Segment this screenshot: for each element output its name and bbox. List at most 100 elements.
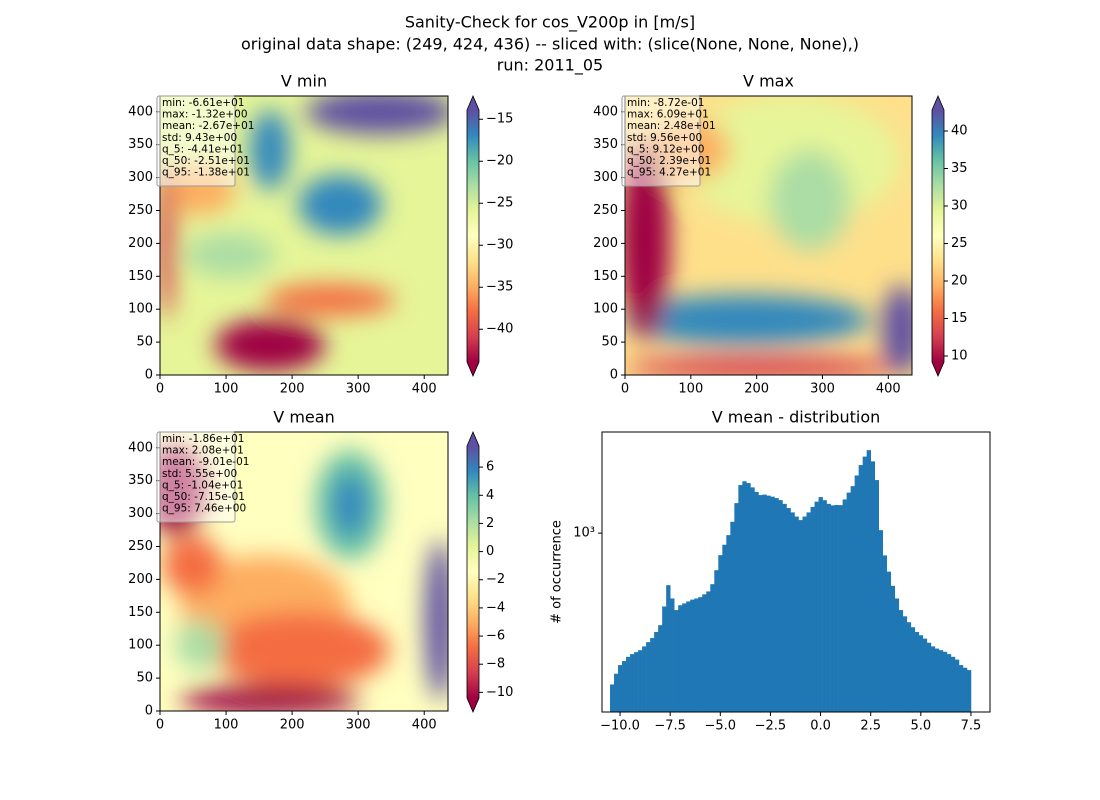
y-tick-label: 250 [128, 203, 153, 218]
stats-text: std: 9.43e+00 [162, 132, 237, 144]
y-tick-label: 100 [128, 638, 153, 653]
y-tick-label: 10³ [573, 526, 595, 541]
y-tick-label: 200 [593, 236, 618, 251]
histogram-bar [862, 456, 867, 712]
stats-text: q_50: 2.39e+01 [627, 155, 711, 167]
y-tick-label: 350 [128, 137, 153, 152]
histogram-bar [878, 530, 884, 712]
colorbar-tick-label: −10 [486, 685, 513, 700]
histogram-bar [870, 461, 876, 712]
histogram-bar [718, 555, 723, 712]
figure-title: original data shape: (249, 424, 436) -- … [241, 35, 859, 54]
y-tick-label: 0 [145, 368, 153, 383]
y-tick-label: 150 [128, 605, 153, 620]
y-tick-label: 300 [593, 170, 618, 185]
stats-text: q_5: -4.41e+01 [162, 143, 243, 155]
stats-text: std: 5.55e+00 [162, 468, 237, 480]
histogram-bar [850, 486, 855, 712]
stats-text: min: -1.86e+01 [162, 433, 244, 445]
colorbar [932, 110, 944, 362]
y-tick-label: 100 [128, 302, 153, 317]
colorbar-tick-label: −2 [486, 572, 505, 587]
stats-text: std: 9.56e+00 [627, 132, 702, 144]
histogram-bar [894, 598, 900, 712]
histogram-bar [710, 584, 715, 712]
x-tick-label: 200 [280, 718, 305, 733]
y-tick-label: 0 [145, 704, 153, 719]
histogram-bar [682, 603, 687, 712]
colorbar-tick-label: −40 [486, 322, 513, 337]
x-tick-label: −5.0 [705, 719, 737, 734]
histogram-bar [690, 599, 695, 712]
colorbar-tick-label: 0 [486, 544, 494, 559]
axes-title: V min [281, 72, 327, 91]
colorbar-tick-label: −30 [486, 238, 513, 253]
histogram-bar [858, 465, 863, 712]
histogram-bar [706, 591, 711, 712]
colorbar-tick-label: 4 [486, 488, 494, 503]
x-tick-label: 5.0 [910, 719, 931, 734]
colorbar-tick-label: −20 [486, 154, 513, 169]
histogram-bar [722, 544, 727, 712]
histogram-bar [786, 508, 791, 712]
y-tick-label: 50 [601, 335, 618, 350]
colorbar-tick-label: 10 [951, 349, 968, 364]
histogram-bar [754, 491, 759, 712]
x-tick-label: −10.0 [600, 719, 640, 734]
histogram-bar [806, 512, 811, 712]
histogram-bar [918, 635, 924, 712]
y-tick-label: 50 [136, 671, 153, 686]
x-tick-label: 200 [744, 382, 769, 397]
axes-title: V mean [273, 408, 334, 427]
histogram-bar [834, 504, 839, 712]
histogram-bar [966, 670, 972, 712]
colorbar [467, 110, 479, 362]
stats-box [621, 95, 701, 187]
x-tick-label: 300 [346, 718, 371, 733]
histogram-bar [946, 654, 952, 712]
stats-box [156, 95, 236, 187]
histogram-bar [726, 535, 731, 712]
stats-text: q_95: 7.46e+00 [162, 503, 246, 515]
histogram-bar [926, 642, 932, 712]
y-tick-label: 250 [593, 203, 618, 218]
colorbar-tick-label: −15 [486, 112, 513, 127]
histogram-bar [770, 496, 775, 712]
histogram-bar [938, 650, 944, 712]
colorbar-outline [466, 94, 480, 378]
y-tick-label: 400 [128, 104, 153, 119]
histogram-bar [914, 631, 920, 712]
x-tick-label: 300 [346, 382, 371, 397]
stats-text: min: -6.61e+01 [162, 97, 244, 109]
histogram-bar [910, 627, 916, 712]
stats-text: mean: -9.01e-01 [162, 456, 249, 468]
y-tick-label: 50 [136, 335, 153, 350]
histogram-bar [666, 585, 671, 712]
histogram-bar [902, 616, 908, 712]
histogram-bar [678, 605, 683, 712]
histogram-bar [698, 597, 703, 712]
y-tick-label: 150 [593, 269, 618, 284]
histogram-bar [642, 646, 647, 712]
stats-box [156, 431, 236, 523]
histogram-bar [962, 667, 968, 712]
histogram-bar [934, 648, 940, 712]
stats-text: q_95: -1.38e+01 [162, 167, 250, 179]
colorbar-tick-label: −8 [486, 657, 505, 672]
histogram-bar [686, 601, 691, 712]
colorbar-tick-label: 40 [951, 124, 968, 139]
stats-text: q_95: 4.27e+01 [627, 167, 711, 179]
y-tick-label: 200 [128, 572, 153, 587]
histogram-bar [890, 585, 896, 712]
histogram-bar [766, 495, 771, 712]
y-tick-label: 350 [128, 473, 153, 488]
colorbar-tick-label: 35 [951, 161, 968, 176]
stats-text: min: -8.72e-01 [627, 97, 704, 109]
colorbar-tick-label: 20 [951, 274, 968, 289]
colorbar [467, 446, 479, 698]
histogram-bar [778, 500, 783, 712]
stats-text: q_5: -1.04e+01 [162, 479, 243, 491]
x-tick-label: 400 [876, 382, 901, 397]
x-tick-label: 2.5 [860, 719, 881, 734]
